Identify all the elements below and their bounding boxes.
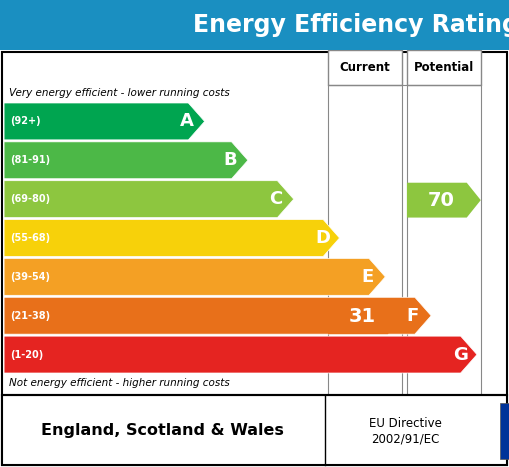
Text: (1-20): (1-20): [10, 350, 43, 360]
Text: E: E: [361, 268, 373, 286]
Polygon shape: [4, 181, 294, 218]
Text: Very energy efficient - lower running costs: Very energy efficient - lower running co…: [9, 88, 230, 98]
Bar: [2, 52, 507, 465]
Text: Not energy efficient - higher running costs: Not energy efficient - higher running co…: [9, 378, 230, 388]
Text: (21-38): (21-38): [10, 311, 50, 321]
Text: D: D: [315, 229, 330, 247]
Text: (69-80): (69-80): [10, 194, 50, 204]
Polygon shape: [4, 336, 477, 373]
Text: (55-68): (55-68): [10, 233, 50, 243]
Polygon shape: [4, 297, 431, 334]
Text: (92+): (92+): [10, 116, 41, 127]
Text: EU Directive
2002/91/EC: EU Directive 2002/91/EC: [369, 417, 441, 445]
Text: 70: 70: [428, 191, 455, 210]
Text: Potential: Potential: [414, 61, 474, 74]
Polygon shape: [4, 219, 340, 256]
Polygon shape: [4, 258, 385, 295]
Text: (39-54): (39-54): [10, 272, 50, 282]
Bar: [500, 403, 509, 459]
Text: England, Scotland & Wales: England, Scotland & Wales: [41, 424, 284, 439]
Text: Energy Efficiency Rating: Energy Efficiency Rating: [193, 13, 509, 37]
Text: F: F: [407, 307, 419, 325]
Polygon shape: [4, 103, 205, 140]
Text: 31: 31: [348, 307, 376, 326]
Bar: [2, 395, 507, 465]
Text: G: G: [453, 346, 468, 364]
Text: (81-91): (81-91): [10, 156, 50, 165]
Bar: [0, 0, 509, 50]
Text: B: B: [223, 151, 237, 169]
Polygon shape: [407, 183, 480, 218]
Text: C: C: [269, 190, 282, 208]
Bar: [407, 50, 480, 85]
Text: A: A: [180, 113, 194, 130]
Polygon shape: [328, 299, 402, 334]
Polygon shape: [4, 142, 248, 179]
Text: Current: Current: [340, 61, 390, 74]
Bar: [328, 50, 402, 85]
